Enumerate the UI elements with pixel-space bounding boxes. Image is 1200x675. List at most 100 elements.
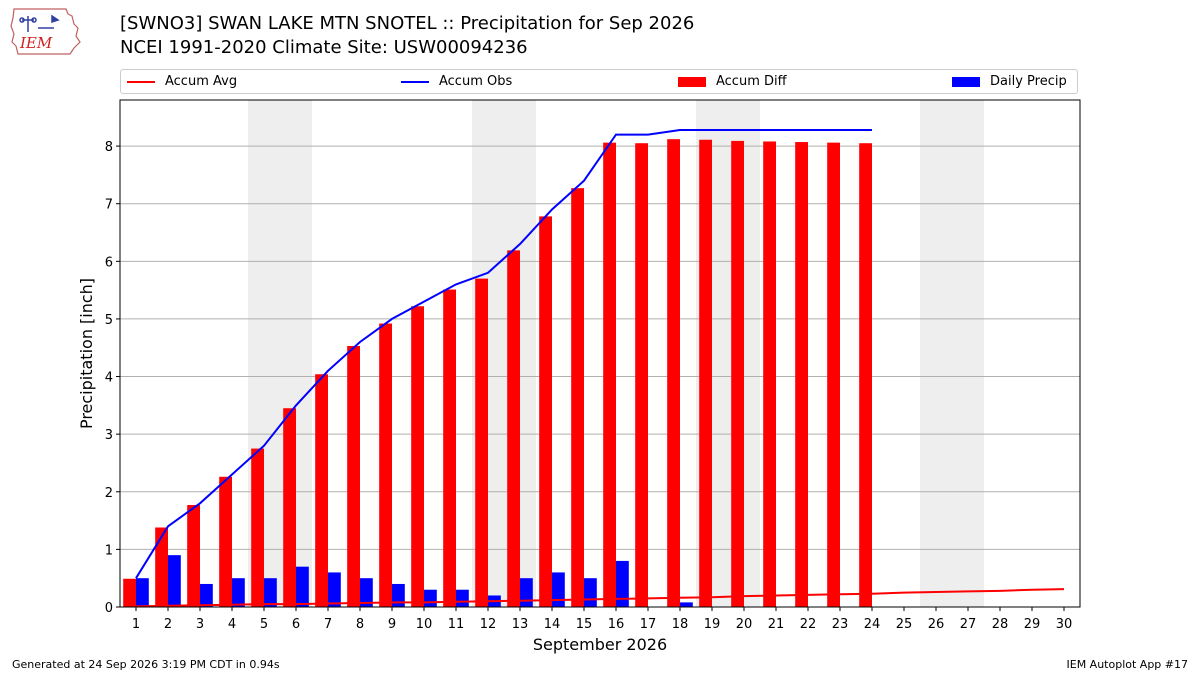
- daily-precip-bar-2: [168, 555, 181, 607]
- y-axis-label: Precipitation [inch]: [77, 278, 96, 429]
- accum-diff-bar-18: [667, 139, 680, 607]
- daily-precip-bar-16: [616, 560, 629, 607]
- x-tick-label-15: 15: [576, 617, 593, 632]
- x-tick-label-25: 25: [896, 617, 913, 632]
- x-tick-label-13: 13: [512, 617, 529, 632]
- y-tick-label-1: 1: [105, 543, 113, 558]
- x-tick-label-22: 22: [800, 617, 817, 632]
- x-tick-label-26: 26: [928, 617, 945, 632]
- x-tick-label-6: 6: [292, 617, 300, 632]
- accum-diff-bar-14: [539, 216, 552, 607]
- x-tick-label-10: 10: [416, 617, 433, 632]
- accum-diff-swatch: [678, 76, 706, 87]
- y-tick-label-6: 6: [105, 255, 113, 270]
- x-tick-label-27: 27: [960, 617, 977, 632]
- x-tick-label-12: 12: [480, 617, 497, 632]
- accum-diff-bar-11: [443, 289, 456, 607]
- daily-precip-bar-7: [328, 572, 341, 607]
- weekend-shade-26: [920, 100, 952, 607]
- y-tick-label-2: 2: [105, 486, 113, 501]
- x-tick-label-19: 19: [704, 617, 721, 632]
- daily-precip-bar-8: [360, 578, 373, 607]
- accum-diff-bar-6: [283, 408, 296, 607]
- x-tick-label-11: 11: [448, 617, 465, 632]
- accum-diff-bar-15: [571, 188, 584, 607]
- accum-diff-bar-3: [187, 505, 200, 607]
- accum-diff-bar-2: [155, 527, 168, 607]
- x-tick-label-28: 28: [992, 617, 1009, 632]
- title-line-1: [SWNO3] SWAN LAKE MTN SNOTEL :: Precipit…: [120, 13, 695, 34]
- x-tick-label-16: 16: [608, 617, 625, 632]
- chart-title: [SWNO3] SWAN LAKE MTN SNOTEL :: Precipit…: [120, 12, 694, 60]
- accum-diff-bar-22: [795, 142, 808, 607]
- x-tick-label-4: 4: [228, 617, 236, 632]
- x-tick-label-5: 5: [260, 617, 268, 632]
- y-tick-label-4: 4: [105, 371, 113, 386]
- x-tick-label-23: 23: [832, 617, 849, 632]
- x-tick-label-7: 7: [324, 617, 332, 632]
- x-tick-label-17: 17: [640, 617, 657, 632]
- accum-diff-bar-7: [315, 374, 328, 607]
- legend-label-accum-avg: Accum Avg: [165, 74, 238, 89]
- legend-label-accum-diff: Accum Diff: [716, 74, 787, 89]
- accum-diff-bar-10: [411, 306, 424, 607]
- legend-item-accum-diff: Accum Diff: [678, 70, 787, 93]
- daily-precip-bar-11: [456, 589, 469, 607]
- accum-diff-bar-21: [763, 141, 776, 607]
- logo-text: IEM: [19, 34, 53, 52]
- daily-precip-bar-10: [424, 589, 437, 607]
- accum-diff-bar-17: [635, 143, 648, 608]
- x-tick-label-1: 1: [132, 617, 140, 632]
- legend-item-daily-precip: Daily Precip: [952, 70, 1067, 93]
- daily-precip-swatch: [952, 76, 980, 87]
- accum-diff-bar-23: [827, 142, 840, 607]
- x-tick-label-30: 30: [1056, 617, 1073, 632]
- daily-precip-bar-3: [200, 583, 213, 607]
- y-tick-label-5: 5: [105, 313, 113, 328]
- accum-diff-bar-1: [123, 578, 136, 607]
- iem-logo: IEM: [8, 6, 82, 58]
- daily-precip-bar-4: [232, 578, 245, 607]
- x-tick-label-29: 29: [1024, 617, 1041, 632]
- x-tick-label-20: 20: [736, 617, 753, 632]
- footer-app: IEM Autoplot App #17: [1066, 658, 1189, 671]
- y-tick-label-3: 3: [105, 428, 113, 443]
- footer-generated: Generated at 24 Sep 2026 3:19 PM CDT in …: [12, 658, 280, 671]
- x-tick-label-18: 18: [672, 617, 689, 632]
- accum-diff-bar-4: [219, 476, 232, 607]
- x-tick-label-21: 21: [768, 617, 785, 632]
- accum-diff-bar-13: [507, 250, 520, 608]
- x-tick-label-14: 14: [544, 617, 561, 632]
- legend-item-accum-avg: Accum Avg: [127, 70, 237, 93]
- accum-avg-line: [135, 588, 1065, 608]
- accum-diff-bar-20: [731, 140, 744, 607]
- daily-precip-bar-14: [552, 572, 565, 607]
- x-axis-label: September 2026: [533, 635, 667, 654]
- chart-legend: Accum Avg Accum Obs Accum Diff Daily Pre…: [120, 69, 1078, 94]
- daily-precip-bar-13: [520, 578, 533, 607]
- daily-precip-bar-1: [136, 578, 149, 607]
- daily-precip-bar-15: [584, 578, 597, 607]
- x-tick-label-24: 24: [864, 617, 881, 632]
- x-tick-label-9: 9: [388, 617, 396, 632]
- daily-precip-bar-18: [680, 602, 693, 607]
- daily-precip-bar-5: [264, 578, 277, 607]
- x-tick-label-8: 8: [356, 617, 364, 632]
- legend-item-accum-obs: Accum Obs: [401, 70, 512, 93]
- accum-diff-bar-16: [603, 142, 616, 607]
- accum-diff-bar-9: [379, 323, 392, 607]
- x-tick-label-3: 3: [196, 617, 204, 632]
- accum-obs-line: [135, 129, 872, 579]
- daily-precip-bar-9: [392, 583, 405, 607]
- legend-label-daily-precip: Daily Precip: [990, 74, 1067, 89]
- accum-obs-swatch: [401, 80, 429, 83]
- title-line-2: NCEI 1991-2020 Climate Site: USW00094236: [120, 37, 528, 58]
- accum-avg-swatch: [127, 80, 155, 83]
- y-tick-label-8: 8: [105, 140, 113, 155]
- y-tick-label-0: 0: [105, 601, 113, 616]
- accum-diff-bar-19: [699, 139, 712, 607]
- accum-diff-bar-24: [859, 143, 872, 608]
- accum-diff-bar-8: [347, 346, 360, 607]
- legend-label-accum-obs: Accum Obs: [439, 74, 513, 89]
